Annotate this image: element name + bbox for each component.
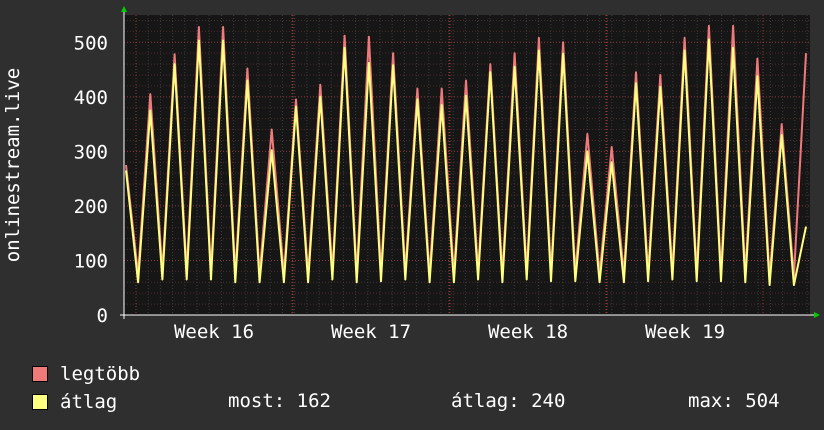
stat-current: most: 162 [228, 390, 331, 412]
y-axis-arrow [121, 6, 127, 12]
x-tick-label: Week 19 [645, 321, 725, 343]
y-axis-label-wrap: onlinestream.live [0, 0, 26, 320]
x-tick-label: Week 16 [174, 321, 254, 343]
legend-item-legtobb: legtöbb [32, 363, 140, 385]
x-axis-arrow [814, 312, 820, 318]
x-tick-labels: Week 16 Week 17 Week 18 Week 19 [174, 321, 725, 343]
legend-item-atlag: átlag [32, 391, 117, 413]
y-tick-label: 0 [97, 305, 108, 327]
y-tick-label: 400 [74, 87, 108, 109]
y-tick-label: 200 [74, 196, 108, 218]
y-tick-labels: 0 100 200 300 400 500 [74, 32, 108, 327]
series-line-atlag [125, 38, 807, 286]
series-lines [125, 24, 807, 286]
y-tick-label: 300 [74, 141, 108, 163]
legend-swatch-atlag [32, 394, 48, 410]
legend-label-legtobb: legtöbb [60, 363, 141, 385]
x-tick-label: Week 17 [331, 321, 411, 343]
legend-swatch-legtobb [32, 366, 48, 382]
y-tick-label: 100 [74, 250, 108, 272]
stat-average: átlag: 240 [451, 390, 566, 412]
y-axis-label: onlinestream.live [2, 67, 24, 263]
legend-label-atlag: átlag [60, 391, 118, 413]
y-tick-label: 500 [74, 32, 108, 54]
stat-max: max: 504 [688, 390, 780, 412]
x-tick-label: Week 18 [488, 321, 568, 343]
